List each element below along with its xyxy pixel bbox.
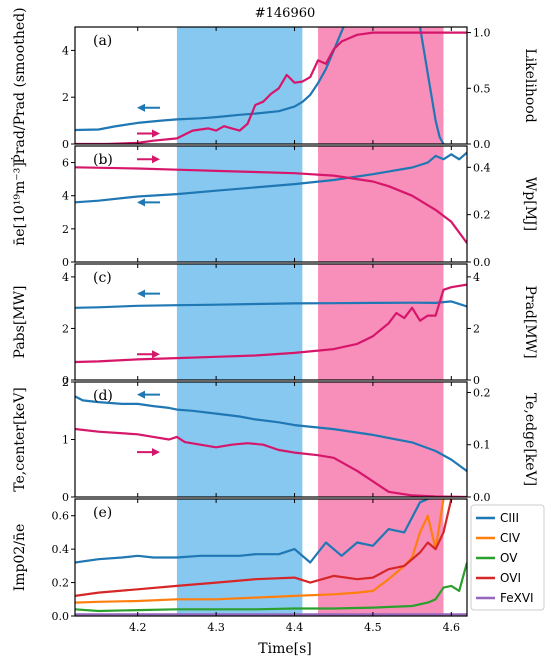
y-tick-label: 0.2 — [52, 577, 70, 590]
y-tick-label: 4 — [62, 190, 69, 203]
y-tick-label: 0 — [62, 374, 69, 387]
legend-label: FeXVI — [500, 591, 534, 605]
y-tick-label: 0 — [62, 256, 69, 269]
panel-label: (e) — [93, 505, 112, 521]
shaded-region-0 — [176, 264, 303, 380]
series-line-magenta — [75, 166, 467, 244]
series-line-blue — [75, 300, 467, 309]
arrow-right-icon — [152, 129, 160, 138]
y-axis-label-left: Te,center[keV] — [12, 387, 28, 492]
axes-frame — [74, 263, 468, 381]
y-tick-label: 4 — [62, 44, 69, 57]
y-tick-label-right: 0.5 — [473, 82, 491, 95]
shaded-region-0 — [176, 382, 303, 497]
y-axis-label-left: n̄e[10¹⁹m⁻³] — [12, 162, 28, 246]
figure-title: #146960 — [255, 6, 316, 21]
y-tick-label-right: 0.2 — [473, 386, 491, 399]
y-tick-label: 2 — [62, 322, 69, 335]
axes-frame — [74, 26, 468, 145]
y-axis-label-left: Ṗrad/Prad (smoothed) — [10, 7, 28, 163]
arrow-left-icon — [137, 198, 145, 207]
legend-label: CIV — [500, 531, 521, 545]
y-tick-label-right: 0 — [473, 374, 480, 387]
y-tick-label: 0 — [62, 138, 69, 151]
y-tick-label: 2 — [62, 91, 69, 104]
series-line-OV — [75, 562, 467, 613]
series-line-magenta — [75, 283, 467, 364]
arrow-left-icon — [137, 103, 145, 112]
shaded-region-0 — [176, 146, 303, 262]
shaded-region-1 — [318, 382, 444, 497]
y-tick-label: 6 — [62, 157, 69, 170]
arrow-left-icon — [137, 289, 145, 298]
arrow-left-icon — [137, 390, 145, 399]
y-axis-label-right: Likelihood — [522, 48, 538, 122]
y-tick-label: 4 — [62, 271, 69, 284]
y-tick-label-right: 0.4 — [473, 161, 491, 174]
shaded-regions — [176, 27, 444, 616]
shaded-region-1 — [318, 499, 444, 616]
legend-label: OV — [500, 551, 518, 565]
arrow-right-icon — [152, 448, 160, 457]
arrow-right-icon — [152, 350, 160, 359]
y-axis-label-left: Pabs[MW] — [12, 286, 28, 359]
legend-label: CIII — [500, 511, 519, 525]
series-line-CIII — [75, 499, 431, 564]
axes-frame — [74, 498, 468, 617]
arrow-right-icon — [152, 155, 160, 164]
x-tick-label: 4.2 — [129, 621, 147, 634]
series-lines — [75, 27, 467, 616]
y-tick-label-right: 0.1 — [473, 439, 491, 452]
x-tick-label: 4.4 — [286, 621, 304, 634]
axes-frames — [71, 26, 545, 617]
shaded-region-0 — [176, 27, 303, 144]
panel-label: (d) — [93, 388, 113, 404]
y-axis-label-right: Wp[MJ] — [522, 177, 538, 231]
series-line-magenta — [75, 427, 467, 497]
series-line-magenta — [75, 31, 467, 144]
y-tick-label: 2 — [62, 376, 69, 389]
y-tick-label-right: 1.0 — [473, 27, 491, 40]
y-axis-label-left: Imp02/n̄e — [12, 524, 28, 592]
x-tick-label: 4.5 — [364, 621, 382, 634]
y-tick-label: 2 — [62, 223, 69, 236]
y-tick-label: 0.4 — [52, 543, 70, 556]
y-tick-label-right: 2 — [473, 322, 480, 335]
panel-label: (c) — [93, 270, 112, 286]
y-axis-label-right: Te,edge[keV] — [522, 393, 538, 486]
x-tick-label: 4.6 — [443, 621, 461, 634]
y-tick-label-right: 4 — [473, 271, 480, 284]
series-line-blue — [75, 151, 467, 204]
series-line-OVI — [75, 499, 467, 597]
y-tick-label-right: 0.0 — [473, 256, 491, 269]
series-line-blue — [75, 27, 445, 144]
y-tick-label: 0.0 — [52, 610, 70, 623]
y-tick-label: 0.6 — [52, 510, 70, 523]
y-tick-label: 0 — [62, 491, 69, 504]
legend-box — [470, 504, 545, 611]
y-tick-label-right: 0.2 — [473, 209, 491, 222]
x-tick-label: 4.3 — [207, 621, 225, 634]
panel-label: (b) — [93, 152, 113, 168]
series-line-blue — [75, 395, 467, 472]
x-axis-label: Time[s] — [258, 641, 311, 657]
axes-frame — [74, 145, 468, 263]
legend-label: OVI — [500, 571, 521, 585]
shaded-region-1 — [318, 264, 444, 380]
y-tick-label-right: 0.0 — [473, 138, 491, 151]
y-axis-label-right: Prad[MW] — [522, 285, 538, 358]
panel-label: (a) — [93, 33, 112, 49]
y-tick-label: 1 — [62, 434, 69, 447]
y-tick-label-right: 0.0 — [473, 491, 491, 504]
